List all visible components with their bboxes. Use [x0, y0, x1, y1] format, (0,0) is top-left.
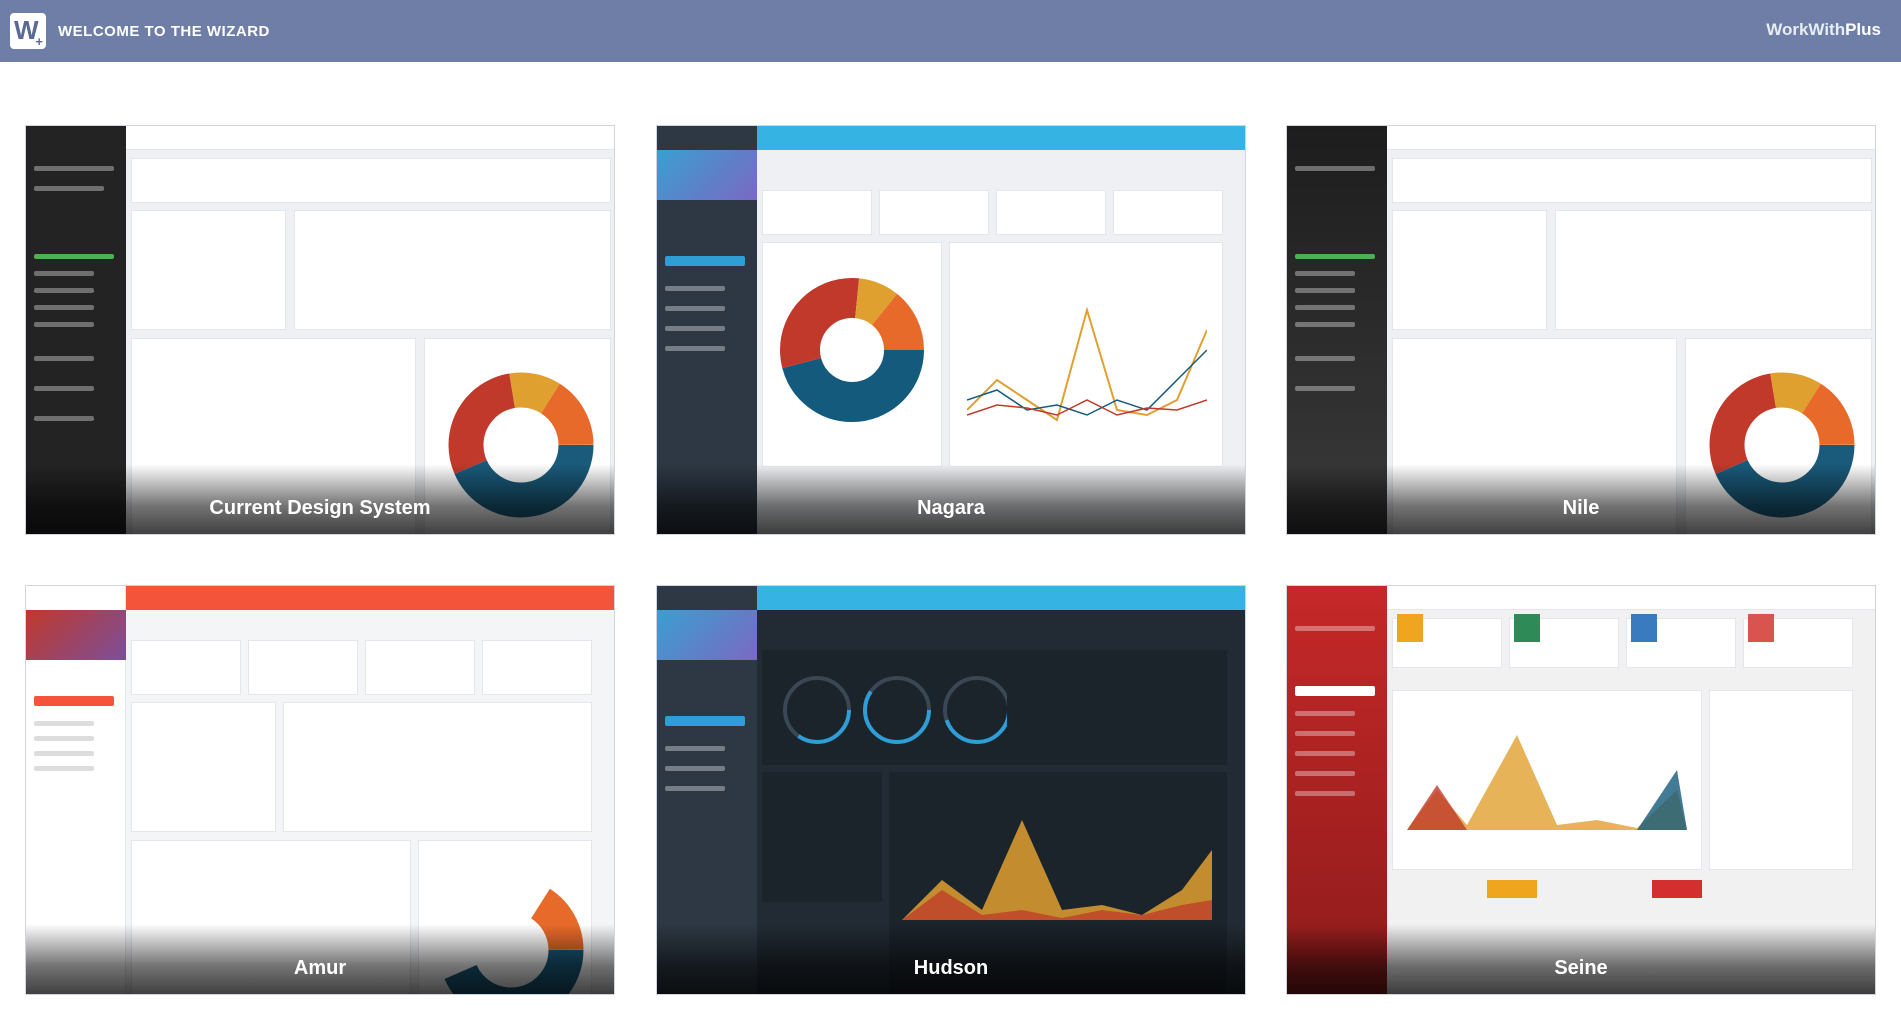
line-chart-preview — [967, 306, 1207, 422]
theme-name: Nile — [1562, 497, 1600, 519]
area-chart-preview — [1407, 735, 1687, 830]
theme-name: Hudson — [913, 957, 989, 979]
theme-card-current-design-system[interactable]: Current Design System — [25, 125, 615, 535]
page-title: WELCOME TO THE WIZARD — [58, 22, 270, 40]
theme-name: Seine — [1554, 957, 1608, 979]
theme-card-nile[interactable]: Nile — [1286, 125, 1876, 535]
theme-name: Amur — [293, 957, 347, 979]
area-chart-preview — [902, 820, 1212, 920]
theme-name: Nagara — [917, 497, 985, 519]
theme-card-nagara[interactable]: Nagara — [656, 125, 1246, 535]
pie-chart-preview — [780, 278, 924, 422]
theme-card-amur[interactable]: Amur — [25, 585, 615, 995]
app-logo-icon: W + — [10, 13, 46, 49]
theme-card-seine[interactable]: Seine — [1286, 585, 1876, 995]
theme-name: Current Design System — [209, 497, 431, 519]
gauges-preview — [783, 676, 1007, 744]
theme-card-hudson[interactable]: Hudson — [656, 585, 1246, 995]
top-bar: W + WELCOME TO THE WIZARD WorkWithPlus — [0, 0, 1901, 62]
brand-logo: WorkWithPlus — [1766, 20, 1881, 39]
